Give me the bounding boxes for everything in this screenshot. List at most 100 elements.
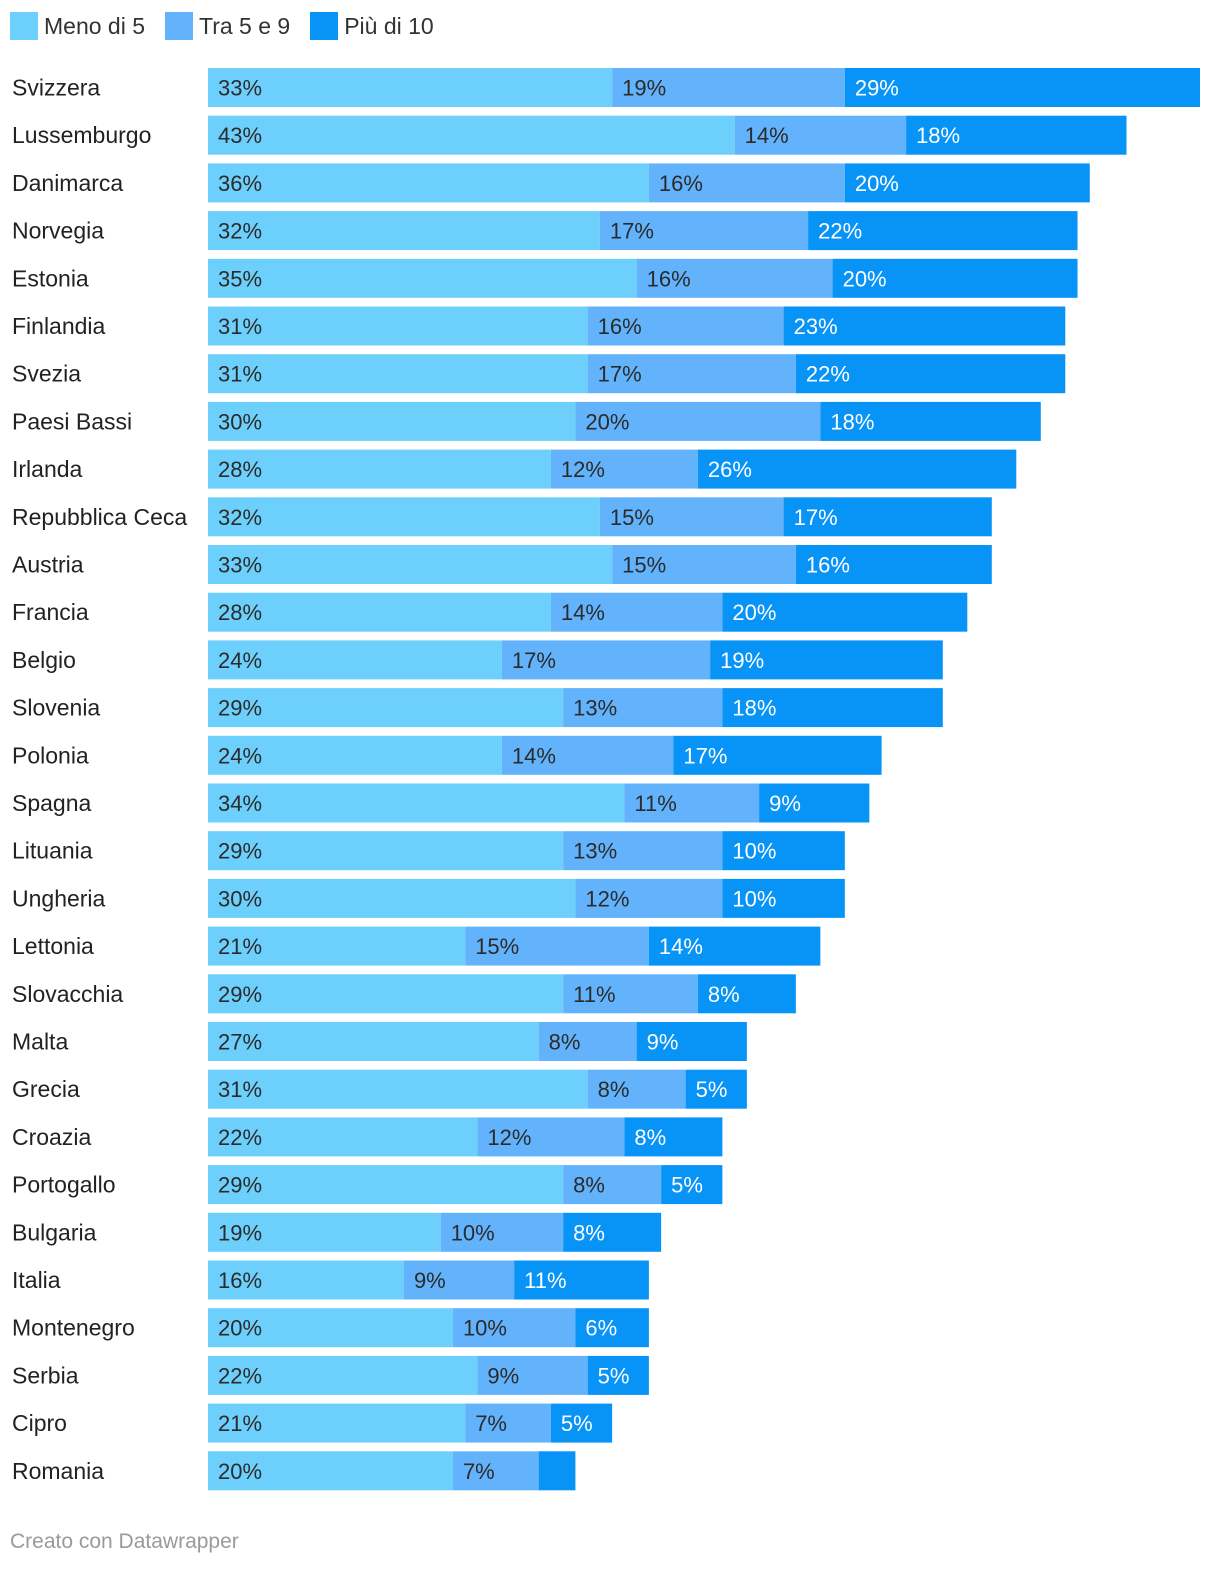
bar-serbia-tra-5-e-9 (477, 1355, 588, 1395)
legend: Meno di 5 Tra 5 e 9 Più di 10 (10, 10, 454, 42)
data-label-francia-tra-5-e-9: 14% (561, 600, 605, 625)
bar-lituania-meno-di-5 (208, 831, 564, 871)
data-label-bulgaria-pi-di-10: 8% (573, 1220, 605, 1245)
data-label-irlanda-meno-di-5: 28% (218, 457, 262, 482)
bar-belgio-meno-di-5 (208, 640, 502, 680)
bar-svizzera-tra-5-e-9 (612, 68, 845, 107)
bar-spagna-tra-5-e-9 (624, 783, 760, 823)
data-label-repubblica-ceca-tra-5-e-9: 15% (610, 505, 654, 530)
data-label-ungheria-pi-di-10: 10% (732, 886, 776, 911)
bar-croazia-tra-5-e-9 (477, 1117, 625, 1157)
bar-slovenia-pi-di-10 (722, 688, 943, 728)
data-label-finlandia-meno-di-5: 31% (218, 314, 262, 339)
data-label-croazia-meno-di-5: 22% (218, 1125, 262, 1150)
data-label-serbia-meno-di-5: 22% (218, 1363, 262, 1388)
row-label-polonia: Polonia (12, 742, 89, 768)
data-label-belgio-pi-di-10: 19% (720, 648, 764, 673)
bar-austria-tra-5-e-9 (612, 545, 796, 584)
bar-slovacchia-pi-di-10 (697, 974, 796, 1014)
bar-norvegia-meno-di-5 (208, 211, 600, 251)
data-label-malta-pi-di-10: 9% (647, 1030, 679, 1055)
bar-polonia-pi-di-10 (673, 735, 882, 775)
data-label-estonia-pi-di-10: 20% (843, 266, 887, 291)
bar-portogallo-tra-5-e-9 (563, 1165, 662, 1205)
data-label-cipro-tra-5-e-9: 7% (475, 1411, 507, 1436)
bar-francia-pi-di-10 (722, 592, 968, 632)
data-label-svizzera-tra-5-e-9: 19% (622, 76, 666, 101)
bar-irlanda-pi-di-10 (697, 449, 1017, 489)
row-label-croazia: Croazia (12, 1124, 91, 1150)
bar-serbia-pi-di-10 (587, 1355, 649, 1395)
data-label-slovacchia-tra-5-e-9: 11% (573, 982, 615, 1007)
data-label-croazia-tra-5-e-9: 12% (487, 1125, 531, 1150)
data-label-grecia-pi-di-10: 5% (696, 1077, 728, 1102)
data-label-malta-tra-5-e-9: 8% (549, 1030, 581, 1055)
legend-swatch (310, 12, 339, 40)
data-label-spagna-meno-di-5: 34% (218, 791, 262, 816)
data-label-norvegia-pi-di-10: 22% (818, 219, 862, 244)
bar-finlandia-tra-5-e-9 (587, 306, 784, 346)
row-label-svizzera: Svizzera (12, 75, 100, 101)
data-label-slovenia-tra-5-e-9: 13% (573, 696, 617, 721)
row-label-cipro: Cipro (12, 1410, 67, 1436)
data-label-svizzera-meno-di-5: 33% (218, 76, 262, 101)
data-label-montenegro-tra-5-e-9: 10% (463, 1316, 507, 1341)
bar-romania-tra-5-e-9 (452, 1451, 539, 1491)
row-label-italia: Italia (12, 1267, 61, 1293)
data-label-irlanda-tra-5-e-9: 12% (561, 457, 605, 482)
data-label-lettonia-tra-5-e-9: 15% (475, 934, 519, 959)
bar-lettonia-pi-di-10 (648, 926, 821, 966)
row-label-norvegia: Norvegia (12, 218, 104, 244)
data-label-slovacchia-meno-di-5: 29% (218, 982, 262, 1007)
legend-swatch (165, 12, 194, 40)
data-label-ungheria-tra-5-e-9: 12% (585, 886, 629, 911)
row-label-grecia: Grecia (12, 1076, 80, 1102)
data-label-austria-tra-5-e-9: 15% (622, 553, 666, 578)
data-label-montenegro-meno-di-5: 20% (218, 1316, 262, 1341)
row-label-repubblica-ceca: Repubblica Ceca (12, 504, 187, 530)
row-label-estonia: Estonia (12, 265, 89, 291)
data-label-italia-meno-di-5: 16% (218, 1268, 262, 1293)
bar-svezia-pi-di-10 (795, 354, 1066, 394)
data-label-paesi-bassi-meno-di-5: 30% (218, 409, 262, 434)
data-label-francia-pi-di-10: 20% (732, 600, 776, 625)
bar-finlandia-pi-di-10 (783, 306, 1066, 346)
row-label-lettonia: Lettonia (12, 933, 94, 959)
data-label-italia-tra-5-e-9: 9% (414, 1268, 446, 1293)
bar-cipro-tra-5-e-9 (465, 1403, 551, 1443)
row-label-paesi-bassi: Paesi Bassi (12, 408, 132, 434)
bar-malta-pi-di-10 (636, 1022, 747, 1061)
data-label-grecia-tra-5-e-9: 8% (598, 1077, 630, 1102)
data-label-austria-meno-di-5: 33% (218, 553, 262, 578)
data-label-cipro-meno-di-5: 21% (218, 1411, 262, 1436)
bar-finlandia-meno-di-5 (208, 306, 588, 346)
bar-montenegro-tra-5-e-9 (452, 1308, 576, 1348)
stacked-bar-chart: Svizzera 33% 19% 29% Lussemburgo 43% 14% 18% Dan… (12, 68, 1200, 1491)
bar-danimarca-pi-di-10 (844, 163, 1090, 203)
legend-item-meno-di-5: Meno di 5 (10, 12, 145, 40)
data-label-spagna-pi-di-10: 9% (769, 791, 801, 816)
bar-repubblica-ceca-tra-5-e-9 (599, 497, 784, 537)
bar-romania-meno-di-5 (208, 1451, 453, 1491)
data-label-spagna-tra-5-e-9: 11% (634, 791, 676, 816)
data-label-lituania-pi-di-10: 10% (732, 839, 776, 864)
data-label-polonia-tra-5-e-9: 14% (512, 743, 556, 768)
data-label-croazia-pi-di-10: 8% (634, 1125, 666, 1150)
bar-slovacchia-meno-di-5 (208, 974, 564, 1014)
bar-ungheria-pi-di-10 (722, 878, 845, 918)
row-label-lussemburgo: Lussemburgo (12, 122, 151, 148)
data-label-montenegro-pi-di-10: 6% (585, 1316, 617, 1341)
bar-austria-pi-di-10 (795, 545, 992, 584)
data-label-lussemburgo-meno-di-5: 43% (218, 123, 262, 148)
bar-polonia-tra-5-e-9 (501, 735, 674, 775)
data-label-lituania-meno-di-5: 29% (218, 839, 262, 864)
bar-paesi-bassi-meno-di-5 (208, 401, 576, 441)
data-label-lussemburgo-pi-di-10: 18% (916, 123, 960, 148)
bar-portogallo-pi-di-10 (661, 1165, 723, 1205)
legend-label: Più di 10 (344, 12, 434, 39)
bar-svizzera-meno-di-5 (208, 68, 613, 107)
data-label-italia-pi-di-10: 11% (524, 1268, 566, 1293)
data-label-slovacchia-pi-di-10: 8% (708, 982, 740, 1007)
bar-cipro-pi-di-10 (550, 1403, 613, 1443)
bar-paesi-bassi-pi-di-10 (820, 401, 1041, 441)
